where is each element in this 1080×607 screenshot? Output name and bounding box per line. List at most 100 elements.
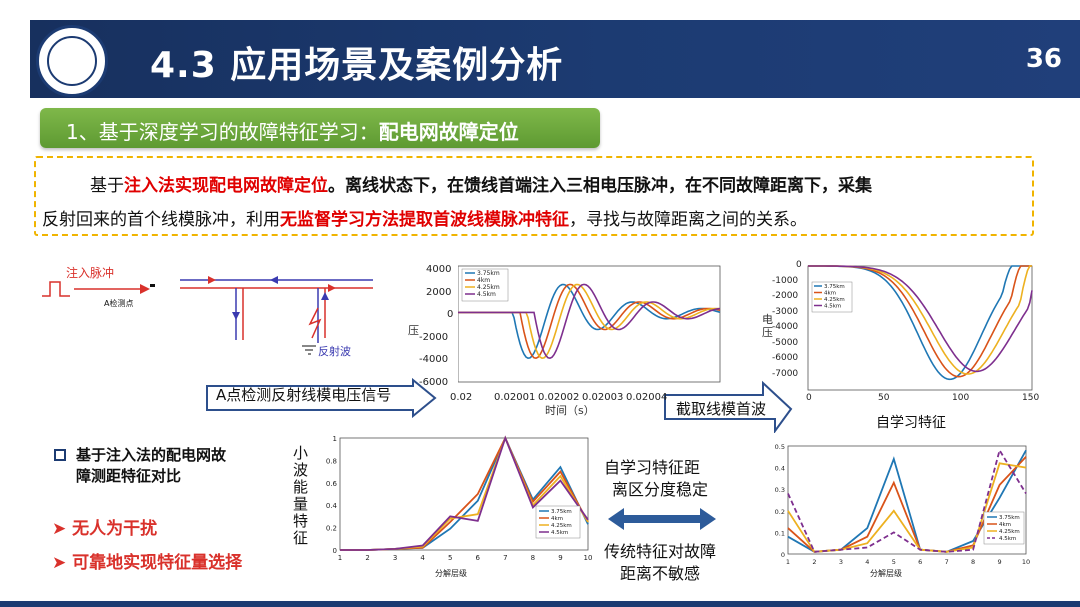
- university-logo: [36, 25, 108, 97]
- x-tick-label: 0.02: [450, 392, 473, 403]
- logo-emblem: [47, 36, 97, 86]
- desc-text: 。离线状态下，在馈线首端注入三相电压脉冲，在不同故障距离下，采集: [328, 176, 872, 196]
- self-feature-label: 自学习特征: [876, 415, 946, 431]
- inject-pulse-label: 注入脉冲: [66, 266, 115, 280]
- legend-label: 4.25km: [551, 523, 572, 529]
- y-tick-label: 0: [781, 551, 785, 559]
- series-line: [458, 283, 721, 360]
- bullet-item-feature-selection: ➤ 可靠地实现特征量选择: [52, 548, 242, 573]
- x-tick-label: 4: [865, 558, 869, 566]
- legend-label: 3.75km: [999, 515, 1020, 521]
- y-tick-label: 0.6: [326, 480, 338, 488]
- detect-arrow: [206, 378, 437, 418]
- bullet-text: 无人为干扰: [72, 519, 158, 539]
- x-tick-label: 5: [892, 558, 896, 566]
- description-line-2: 反射回来的首个线模脉冲，利用无监督学习方法提取首波线模脉冲特征，寻找与故障距离之…: [42, 205, 807, 230]
- series-line: [787, 462, 1027, 553]
- y-tick-label: -2000: [772, 291, 799, 301]
- description-line-1: 基于注入法实现配电网故障定位。离线状态下，在馈线首端注入三相电压脉冲，在不同故障…: [90, 171, 872, 196]
- compare-top-line2: 离区分度稳定: [612, 480, 709, 499]
- x-tick-label: 1: [338, 554, 342, 562]
- time-axis-label: 时间（s）: [545, 404, 595, 417]
- bullet-item-no-interference: ➤ 无人为干扰: [52, 514, 157, 539]
- y-tick-label: 0.4: [326, 502, 338, 510]
- bullet-main-line2: 障测距特征对比: [76, 467, 182, 485]
- detect-arrow-label: A点检测反射线模电压信号: [216, 386, 392, 404]
- chevron-right-icon: ➤: [52, 519, 73, 539]
- point-a-label: A检测点: [104, 299, 134, 308]
- y-tick-label: 0: [447, 309, 454, 320]
- y-tick-label: 0: [796, 260, 802, 270]
- y-tick-label: 0.1: [775, 529, 785, 537]
- y-tick-label: 0.2: [326, 525, 337, 533]
- legend-label: 3.75km: [477, 270, 500, 277]
- desc-highlight: 无监督学习方法提取首波线模脉冲特征: [280, 210, 569, 230]
- legend-label: 4km: [477, 277, 490, 284]
- double-arrow-icon: [608, 508, 716, 530]
- x-tick-label: 10: [1022, 558, 1030, 566]
- y-tick-label: 1: [333, 435, 337, 443]
- x-tick-label: 5: [448, 554, 452, 562]
- x-tick-label: 7: [503, 554, 507, 562]
- wavelet-energy-axis-label: 小波能量特征: [293, 444, 309, 547]
- legend-label: 4km: [824, 291, 836, 297]
- y-tick-label: -1000: [772, 275, 799, 286]
- x-tick-label: 1: [786, 558, 790, 566]
- x-tick-label: 100: [952, 393, 970, 403]
- legend-box: [461, 268, 509, 302]
- y-tick-label: -2000: [419, 331, 449, 343]
- subtitle-banner: [40, 108, 600, 148]
- series-line: [808, 265, 1033, 373]
- legend-label: 4.25km: [999, 529, 1020, 535]
- x-tick-label: 4: [420, 554, 425, 562]
- x-tick-label: 0.02003: [582, 392, 624, 403]
- legend-box: [811, 281, 853, 313]
- decomp-level-label-1: 分解层级: [435, 569, 467, 578]
- x-tick-label: 9: [558, 554, 562, 562]
- x-tick-label: 0.02004: [626, 392, 668, 403]
- series-line: [340, 435, 589, 551]
- legend-label: 3.75km: [824, 284, 845, 290]
- y-tick-label: 0.5: [775, 443, 785, 451]
- legend-label: 4km: [999, 522, 1011, 528]
- x-tick-label: 0: [806, 393, 812, 403]
- voltage-axis-label-2: 电压: [762, 313, 773, 339]
- y-tick-label: -6000: [419, 376, 449, 388]
- y-tick-label: 0.4: [775, 465, 785, 473]
- slide-header: 4.3 应用场景及案例分析 36: [0, 0, 1080, 98]
- y-tick-label: -5000: [772, 337, 799, 348]
- x-tick-label: 6: [918, 558, 922, 566]
- y-tick-label: 0: [333, 547, 337, 555]
- x-tick-label: 0.02001: [494, 392, 536, 403]
- x-tick-label: 9: [997, 558, 1001, 566]
- bullet-main-line1: 基于注入法的配电网故: [76, 446, 227, 464]
- legend-label: 4.25km: [477, 284, 500, 291]
- subtitle-text: 1、基于深度学习的故障特征学习：配电网故障定位: [66, 116, 519, 145]
- legend-label: 4.25km: [824, 297, 845, 303]
- legend-label: 4.5km: [477, 291, 496, 298]
- x-tick-label: 150: [1022, 393, 1040, 403]
- self-learned-feature-chart: 0.5 0.4 0.3 0.2 0.1 01 2 3 4 5 6 7 8 9 10 3.75km4km4.25…: [775, 443, 1030, 566]
- x-tick-label: 8: [531, 554, 535, 562]
- legend-label: 4km: [551, 516, 563, 522]
- pulse-schematic: [42, 281, 155, 297]
- x-tick-label: 3: [393, 554, 397, 562]
- x-tick-label: 8: [971, 558, 975, 566]
- header-bar: [30, 20, 1080, 98]
- legend-label: 4.5km: [824, 304, 841, 310]
- y-tick-label: -4000: [419, 354, 449, 365]
- chevron-right-icon: ➤: [52, 553, 73, 573]
- y-tick-label: 0.2: [775, 508, 785, 516]
- extract-arrow: [664, 380, 793, 433]
- legend-label: 4.5km: [551, 530, 568, 536]
- series-line: [787, 448, 1027, 553]
- x-tick-label: 50: [878, 393, 890, 403]
- axis-char: 压: [762, 326, 773, 339]
- bullet-square-icon: [54, 449, 66, 461]
- decomp-level-label-2: 分解层级: [870, 569, 902, 578]
- wavelet-energy-chart: 10.80.60.40.201 2 3 4 5 6 7 8 9 103.75km4km4.25km…: [326, 435, 592, 562]
- voltage-axis-label: 压: [408, 324, 419, 337]
- x-tick-label: 7: [945, 558, 949, 566]
